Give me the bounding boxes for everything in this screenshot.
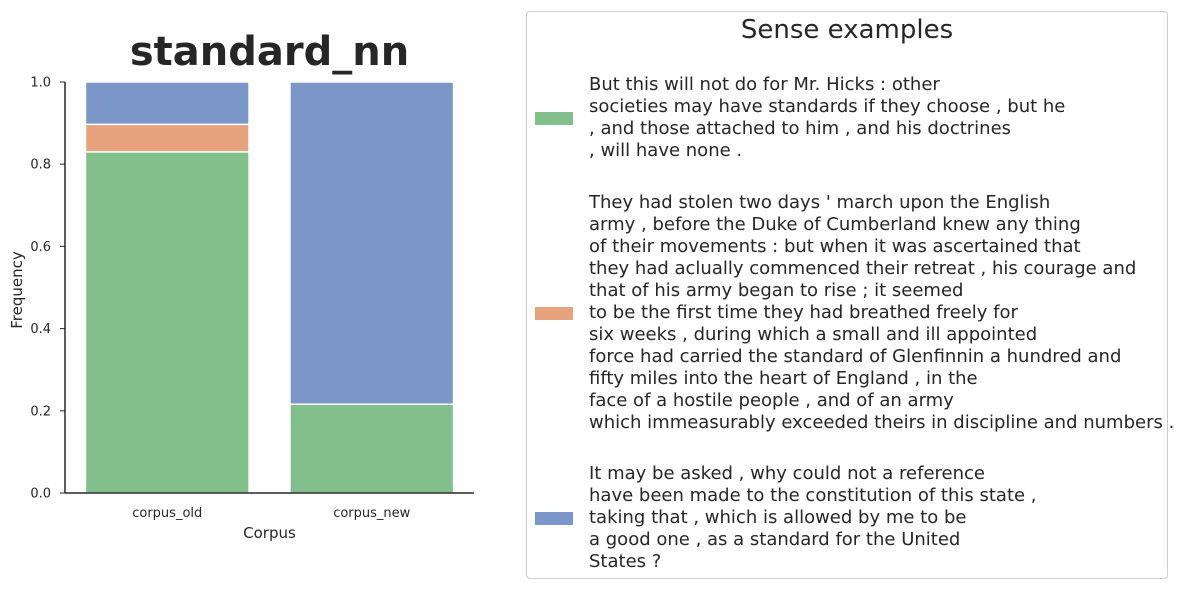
bar-corpus_old-series-0 [84,151,250,494]
legend-entry-line: societies may have standards if they cho… [589,96,1066,117]
legend-entry-line: States ? [589,551,662,572]
bars-group [84,81,455,494]
y-tick-label: 0.8 [30,158,51,173]
legend-entry-text: But this will not do for Mr. Hicks : oth… [589,74,1065,162]
legend-entry-line: a good one , as a standard for the Unite… [589,529,961,550]
y-tick-label: 0.0 [30,487,51,502]
legend-swatch [535,306,573,320]
legend-entry-line: face of a hostile people , and of an arm… [589,390,954,411]
legend-entry-line: It may be asked , why could not a refere… [589,463,985,484]
y-tick-label: 0.6 [30,240,51,255]
bar-corpus_new-series-0 [289,403,455,494]
legend-entry-line: they had aclually commenced their retrea… [589,258,1137,279]
legend-entry-text: It may be asked , why could not a refere… [589,463,1037,573]
y-tick-label: 0.2 [30,404,51,419]
legend-entry-line: , and those attached to him , and his do… [589,118,1012,139]
legend-entry-line: They had stolen two days ' march upon th… [589,192,1051,213]
legend-entry-line: six weeks , during which a small and ill… [589,324,1038,345]
x-tick-label: corpus_new [333,506,410,521]
legend-entry-line: army , before the Duke of Cumberland kne… [589,214,1081,235]
legend: Sense examples But this will not do for … [526,11,1174,579]
chart-title: standard_nn [129,29,410,75]
legend-swatch [535,111,573,125]
legend-title: Sense examples [740,15,954,45]
x-ticks-group: corpus_old corpus_new [132,506,410,521]
legend-entry-line: taking that , which is allowed by me to … [589,507,967,528]
bar-corpus_new-series-2 [289,81,455,405]
legend-entry-line: , will have none . [589,140,743,161]
legend-entry-line: But this will not do for Mr. Hicks : oth… [589,74,940,95]
x-axis-label: Corpus [243,524,296,542]
legend-entry-line: have been made to the constitution of th… [589,485,1037,506]
legend-entry-line: fifty miles into the heart of England , … [589,368,978,389]
y-ticks-group: 0.0 0.2 0.4 0.6 0.8 1.0 [30,76,65,502]
legend-entry-text: They had stolen two days ' march upon th… [589,192,1174,434]
bar-chart: 0.00.20.40.60.81.0 corpus_old corpus_new … [8,76,474,542]
y-tick-label: 1.0 [30,76,51,91]
legend-swatch [535,511,573,525]
bar-corpus_old-series-2 [84,81,250,126]
legend-entry-line: of their movements : but when it was asc… [589,236,1081,257]
legend-entry-line: to be the first time they had breathed f… [589,302,1018,323]
legend-entry-line: force had carried the standard of Glenfi… [589,346,1122,367]
legend-entry-line: which immeasurably exceeded theirs in di… [589,412,1175,433]
y-tick-label: 0.4 [30,322,51,337]
bar-corpus_old-series-1 [84,123,250,153]
y-axis-label: Frequency [8,251,26,329]
legend-entry-line: that of his army began to rise ; it seem… [589,280,964,301]
x-tick-label: corpus_old [132,506,202,521]
